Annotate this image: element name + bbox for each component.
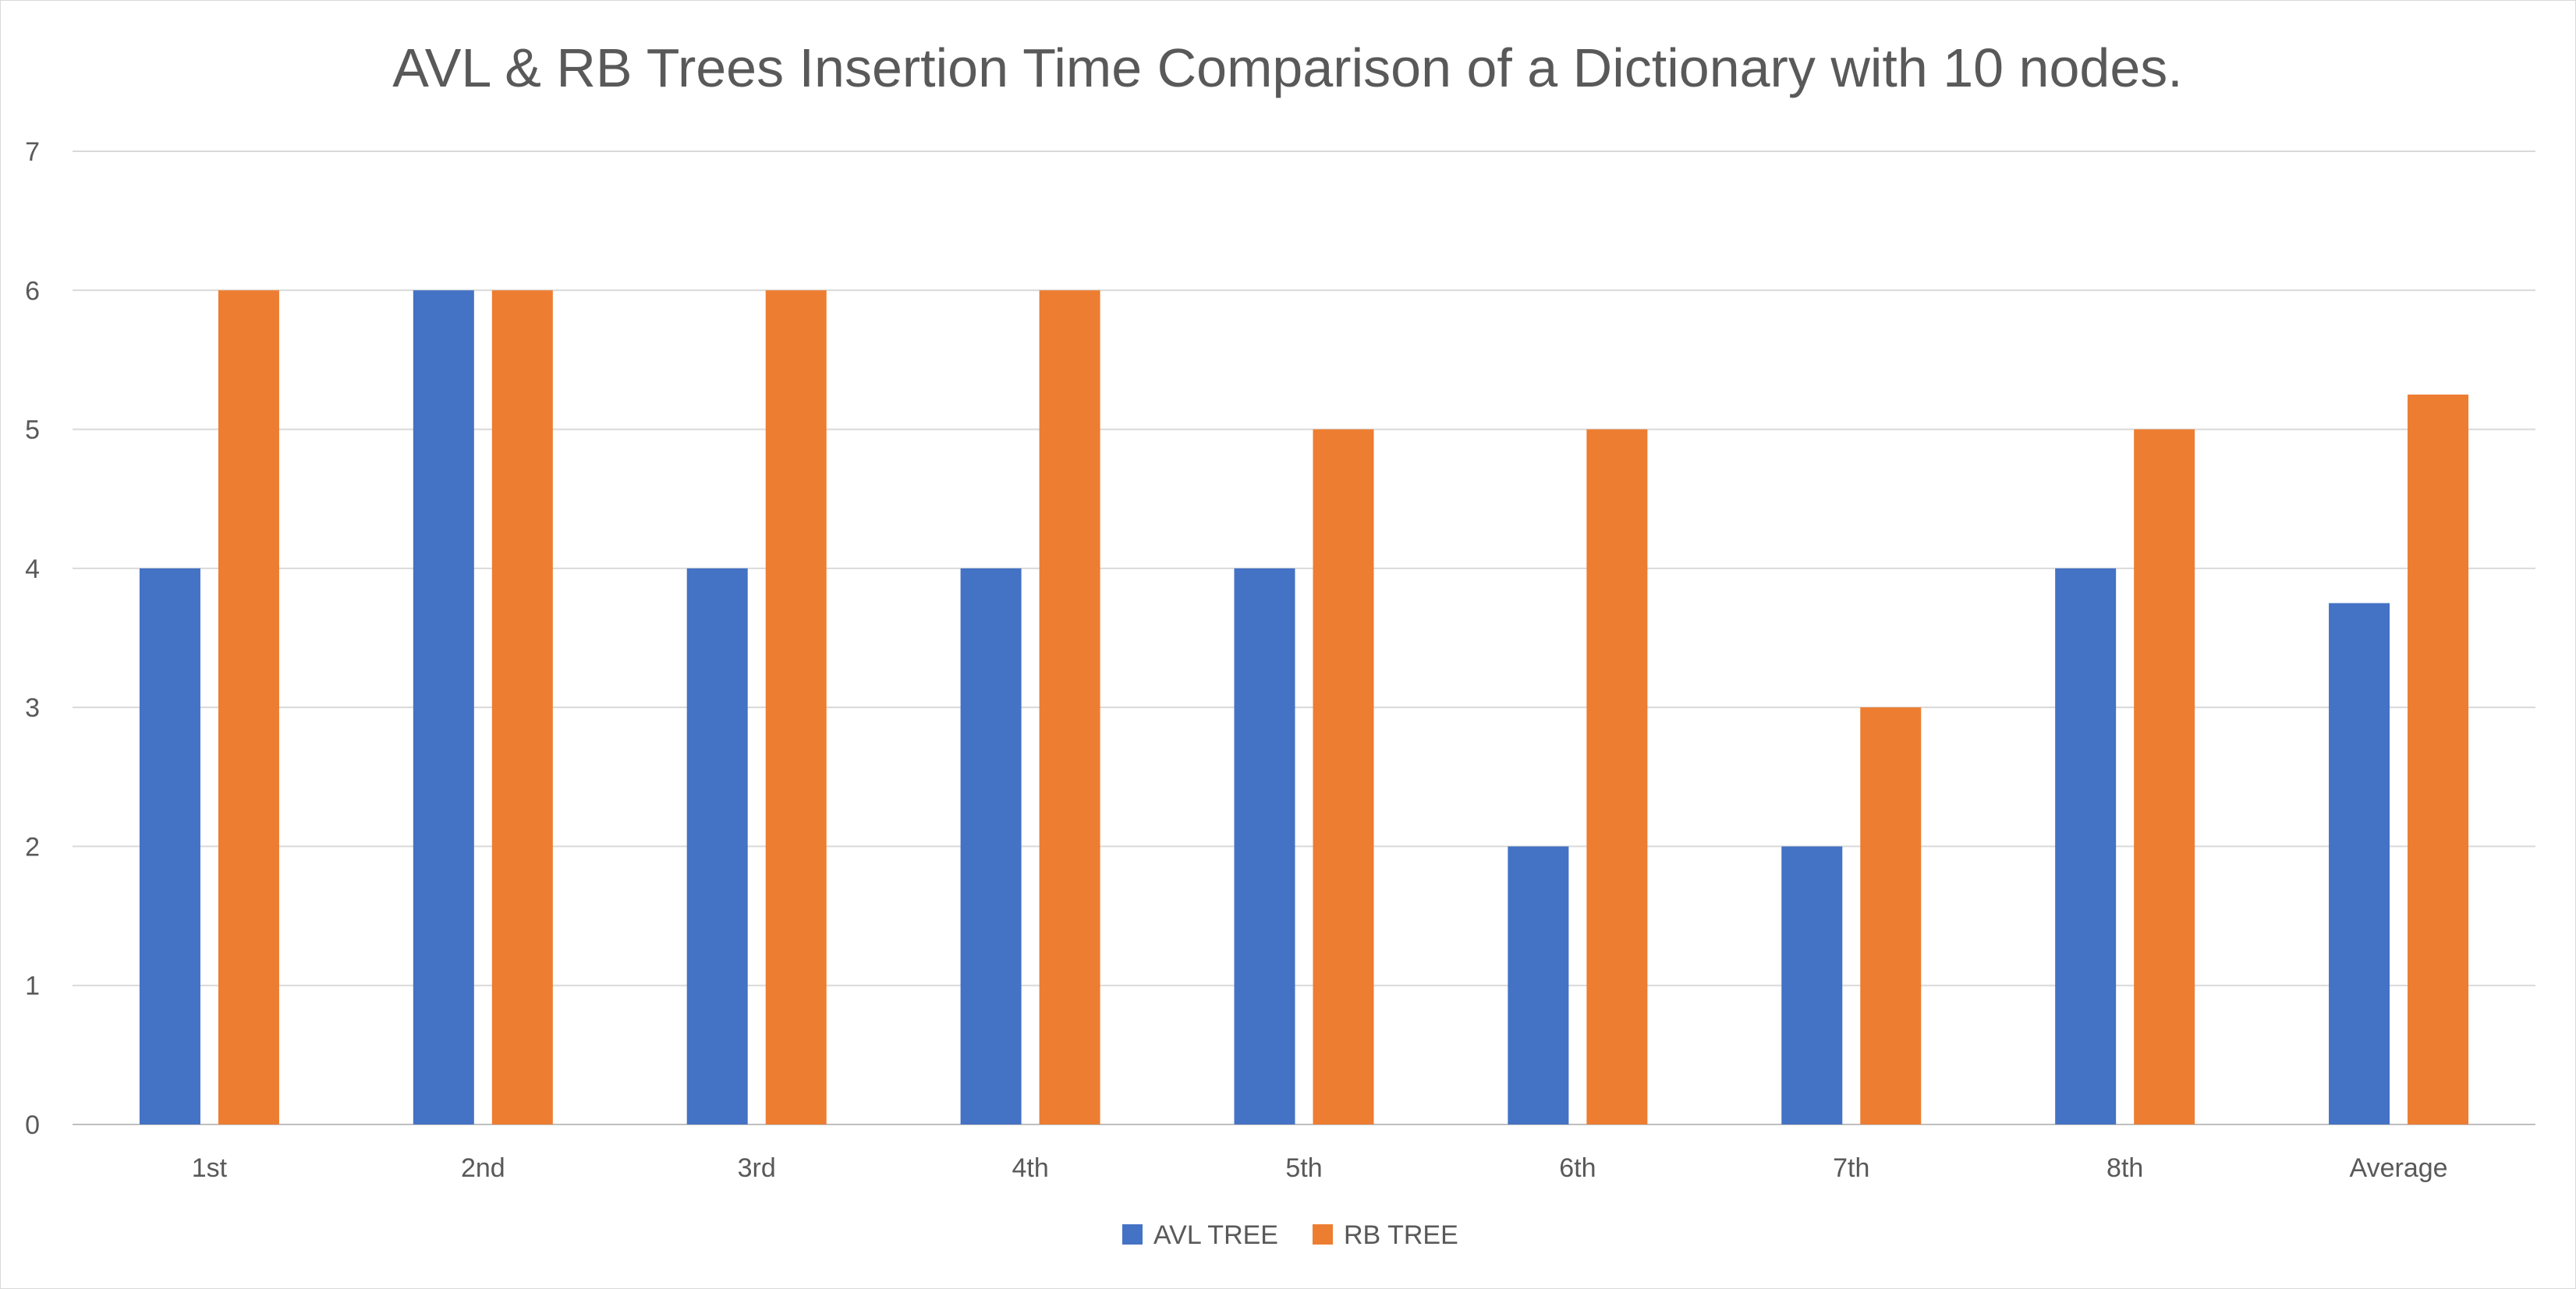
x-tick-label: 5th	[1285, 1153, 1322, 1183]
bar-rb-tree	[1860, 707, 1922, 1124]
bar-rb-tree	[1039, 290, 1100, 1125]
bar-rb-tree	[2134, 429, 2195, 1124]
legend-swatch	[1122, 1224, 1143, 1245]
legend: AVL TREE RB TREE	[1122, 1220, 1458, 1250]
bar-avl-tree	[686, 568, 748, 1124]
y-tick-label: 3	[25, 693, 40, 723]
y-tick-label: 0	[25, 1110, 40, 1140]
bar-rb-tree	[1586, 429, 1648, 1124]
bar-rb-tree	[1313, 429, 1374, 1124]
x-tick-label: 2nd	[461, 1153, 505, 1183]
y-tick-label: 6	[25, 276, 40, 306]
gridlines	[73, 151, 2535, 1125]
legend-label: RB TREE	[1344, 1220, 1458, 1250]
x-tick-label: 4th	[1012, 1153, 1048, 1183]
x-tick-label: 8th	[2107, 1153, 2143, 1183]
x-tick-label: Average	[2350, 1153, 2448, 1183]
legend-label: AVL TREE	[1153, 1220, 1278, 1250]
bar-avl-tree	[1781, 846, 1843, 1124]
x-tick-label: 7th	[1833, 1153, 1869, 1183]
x-axis-ticks: 1st 2nd 3rd 4th 5th 6th 7th 8th Average	[192, 1153, 2448, 1183]
bar-rb-tree	[765, 290, 827, 1125]
y-axis-ticks: 0 1 2 3 4 5 6 7	[25, 137, 40, 1140]
bar-avl-tree	[139, 568, 200, 1124]
chart-title: AVL & RB Trees Insertion Time Comparison…	[392, 37, 2182, 98]
y-tick-label: 1	[25, 972, 40, 1001]
x-tick-label: 3rd	[738, 1153, 776, 1183]
y-tick-label: 4	[25, 554, 40, 584]
x-tick-label: 6th	[1559, 1153, 1596, 1183]
bar-avl-tree	[413, 290, 474, 1125]
bar-avl-tree	[1234, 568, 1295, 1124]
y-tick-label: 7	[25, 137, 40, 167]
bar-rb-tree	[491, 290, 553, 1125]
y-tick-label: 5	[25, 416, 40, 445]
bars	[139, 290, 2469, 1125]
bar-rb-tree	[2408, 395, 2469, 1124]
bar-avl-tree	[2055, 568, 2117, 1124]
bar-rb-tree	[218, 290, 279, 1125]
legend-swatch	[1313, 1224, 1333, 1245]
x-tick-label: 1st	[192, 1153, 228, 1183]
bar-avl-tree	[960, 568, 1022, 1124]
bar-avl-tree	[2329, 603, 2390, 1124]
bar-avl-tree	[1508, 846, 1569, 1124]
y-tick-label: 2	[25, 832, 40, 862]
